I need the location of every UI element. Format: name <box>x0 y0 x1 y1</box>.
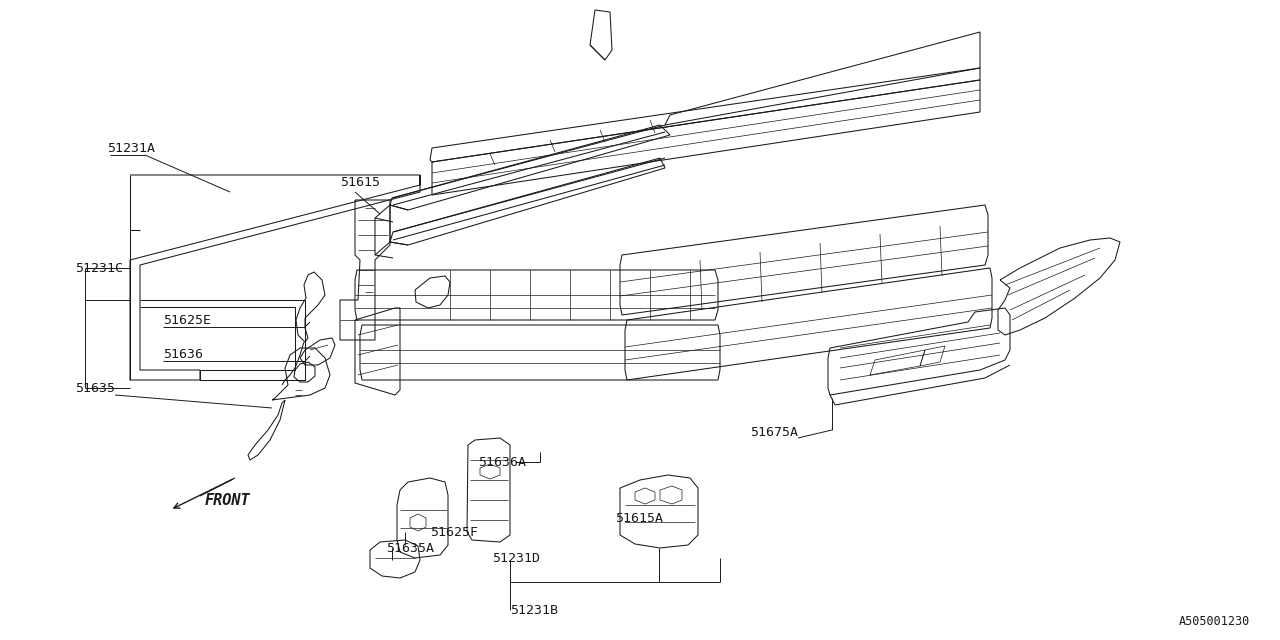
Text: A505001230: A505001230 <box>1179 615 1251 628</box>
Text: 51231D: 51231D <box>492 552 540 564</box>
Text: 51615: 51615 <box>340 175 380 189</box>
Text: 51636: 51636 <box>163 348 204 360</box>
Text: 51636A: 51636A <box>477 456 526 468</box>
Text: 51231A: 51231A <box>108 141 155 154</box>
Text: 51635: 51635 <box>76 381 115 394</box>
Text: 51625E: 51625E <box>163 314 211 326</box>
Text: 51635A: 51635A <box>387 541 434 554</box>
Text: FRONT: FRONT <box>205 493 251 508</box>
Text: 51231B: 51231B <box>509 604 558 616</box>
Text: 51675A: 51675A <box>750 426 797 438</box>
Text: 51615A: 51615A <box>614 511 663 525</box>
Text: 51625F: 51625F <box>430 525 477 538</box>
Text: 51231C: 51231C <box>76 262 123 275</box>
